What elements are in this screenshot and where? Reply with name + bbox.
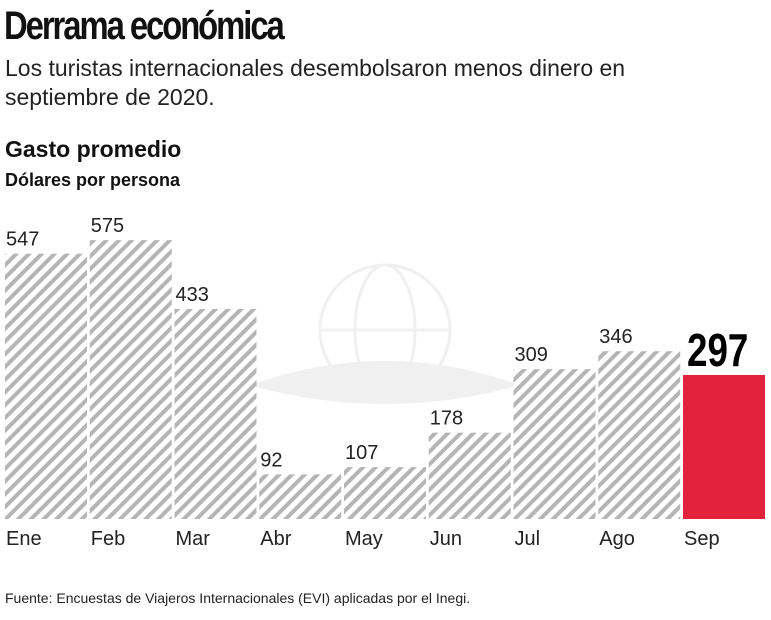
- x-tick-label: Jun: [430, 528, 462, 550]
- subtitle: Los turistas internacionales desembolsar…: [5, 55, 626, 110]
- data-label-ago: 346: [599, 326, 632, 348]
- x-tick-label: Abr: [260, 528, 291, 550]
- data-label-sep: 297: [687, 324, 748, 376]
- data-label-mar: 433: [176, 284, 209, 306]
- bar-ago: [598, 351, 681, 519]
- data-label-may: 107: [345, 442, 378, 464]
- chart-title: Gasto promedio: [5, 136, 182, 162]
- x-tick-label: Jul: [515, 528, 541, 550]
- source-note: Fuente: Encuestas de Viajeros Internacio…: [5, 590, 471, 606]
- data-label-jul: 309: [515, 344, 548, 366]
- bar-sep: [683, 374, 765, 519]
- data-label-abr: 92: [260, 449, 282, 471]
- data-label-ene: 547: [6, 229, 39, 251]
- x-tick-label: Ene: [6, 528, 42, 550]
- bar-mar: [174, 308, 257, 519]
- watermark-emblem: [249, 263, 521, 404]
- bar-may: [344, 467, 426, 519]
- page-title: Derrama económica: [4, 4, 285, 48]
- bar-abr: [259, 474, 342, 519]
- data-label-feb: 575: [91, 215, 124, 237]
- x-tick-label: May: [345, 528, 383, 550]
- x-tick-label: Feb: [91, 528, 125, 550]
- bar-jun: [428, 432, 511, 519]
- bar-feb: [89, 240, 172, 519]
- y-axis-label: Dólares por persona: [5, 170, 181, 190]
- bar-ene: [5, 253, 87, 519]
- data-label-jun: 178: [430, 408, 463, 430]
- x-tick-label: Ago: [599, 528, 635, 550]
- x-tick-label: Sep: [684, 528, 720, 550]
- x-tick-label: Mar: [176, 528, 211, 550]
- bar-jul: [513, 369, 596, 519]
